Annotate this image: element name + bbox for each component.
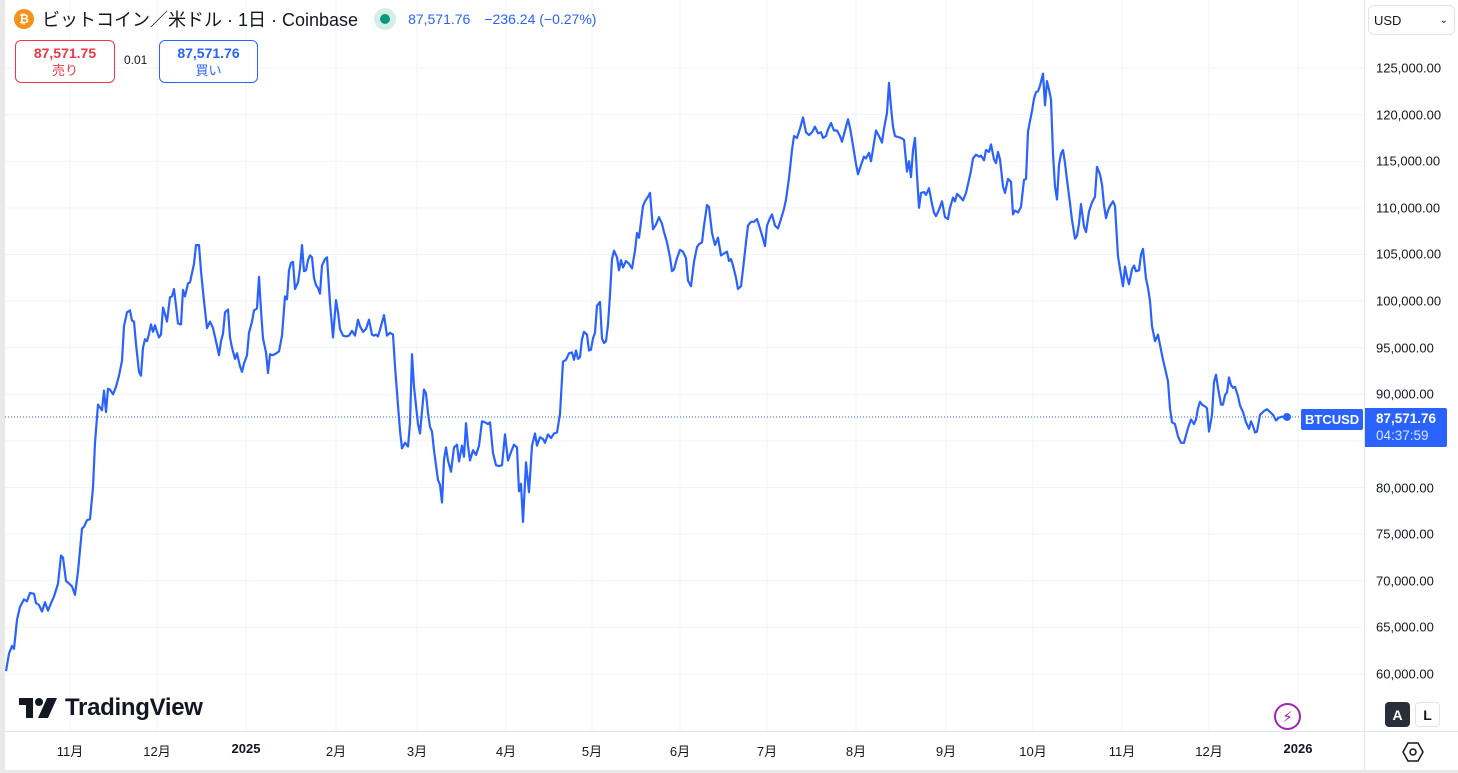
last-price-dot [1283, 412, 1291, 421]
price-scale-label: 70,000.00 [1376, 573, 1434, 589]
time-scale-label: 2025 [231, 741, 261, 756]
scale-settings-corner [1364, 731, 1458, 773]
price-scale-label: 60,000.00 [1376, 666, 1434, 682]
chart-pane[interactable] [5, 0, 1364, 731]
sell-price: 87,571.75 [33, 44, 97, 61]
time-scale[interactable] [5, 731, 1364, 773]
tradingview-logo[interactable]: TradingView [19, 694, 203, 722]
price-scale-label: 115,000.00 [1376, 153, 1441, 169]
symbol-title[interactable]: ビットコイン／米ドル · 1日 · Coinbase [42, 10, 359, 30]
time-scale-label: 9月 [935, 744, 957, 759]
chevron-down-icon: ⌄ [1439, 14, 1448, 26]
time-scale-label: 8月 [845, 744, 867, 759]
time-scale-label: 2026 [1283, 741, 1313, 756]
time-scale-label: 10月 [1019, 744, 1047, 759]
auto-scale-button[interactable]: A [1385, 702, 1410, 727]
legend-last-price: 87,571.76 [408, 11, 471, 27]
buy-price: 87,571.76 [177, 44, 240, 61]
price-scale[interactable] [1364, 0, 1458, 731]
market-open-dot-icon [380, 14, 391, 24]
time-scale-label: 4月 [495, 744, 517, 759]
currency-select[interactable]: USD ⌄ [1368, 5, 1455, 35]
buy-button[interactable]: 87,571.76 買い [159, 40, 258, 83]
price-scale-label: 95,000.00 [1376, 340, 1434, 356]
price-scale-label: 125,000.00 [1376, 60, 1442, 76]
price-scale-label: 90,000.00 [1376, 386, 1434, 402]
spread-value: 0.01 [124, 53, 148, 67]
time-scale-label: 2月 [325, 744, 347, 759]
bottom-border [0, 770, 1458, 773]
price-scale-label: 80,000.00 [1376, 480, 1434, 496]
time-scale-label: 6月 [669, 744, 691, 759]
time-scale-label: 12月 [1195, 744, 1223, 759]
log-scale-button[interactable]: L [1415, 702, 1440, 727]
grid-lines [5, 0, 1364, 731]
price-scale-label: 120,000.00 [1376, 107, 1442, 123]
current-price-tag: 87,571.76 04:37:59 [1365, 408, 1447, 447]
tradingview-logo-icon [19, 698, 57, 718]
current-price-value: 87,571.76 [1376, 411, 1437, 426]
buy-label: 買い [195, 62, 222, 78]
price-scale-label: 75,000.00 [1376, 526, 1434, 542]
time-scale-label: 5月 [581, 744, 603, 759]
time-scale-label: 7月 [756, 744, 778, 759]
bar-countdown: 04:37:59 [1376, 428, 1429, 443]
price-scale-label: 110,000.00 [1376, 200, 1441, 216]
sell-label: 売り [51, 62, 78, 78]
time-scale-label: 3月 [406, 744, 428, 759]
currency-value: USD [1374, 12, 1402, 28]
bitcoin-icon: ₿ [14, 9, 34, 29]
legend-change: −236.24 (−0.27%) [484, 11, 597, 27]
price-scale-label: 105,000.00 [1376, 246, 1442, 262]
settings-hexagon-icon[interactable] [1401, 741, 1425, 763]
price-scale-label: 65,000.00 [1376, 619, 1434, 635]
time-scale-label: 11月 [1108, 744, 1136, 759]
market-status-indicator[interactable] [374, 8, 397, 30]
tradingview-logo-text: TradingView [65, 694, 203, 721]
sell-button[interactable]: 87,571.75 売り [15, 40, 115, 83]
time-scale-label: 12月 [143, 744, 171, 759]
price-scale-label: 100,000.00 [1376, 293, 1442, 309]
flash-alert-icon[interactable]: ⚡︎ [1274, 703, 1301, 730]
price-series-line [5, 72, 1288, 672]
symbol-legend[interactable]: ₿ ビットコイン／米ドル · 1日 · Coinbase 87,571.76 −… [14, 8, 596, 30]
left-border [0, 0, 5, 773]
time-scale-label: 11月 [56, 744, 84, 759]
symbol-tag: BTCUSD [1301, 409, 1364, 430]
price-line-chart[interactable] [5, 0, 1364, 731]
